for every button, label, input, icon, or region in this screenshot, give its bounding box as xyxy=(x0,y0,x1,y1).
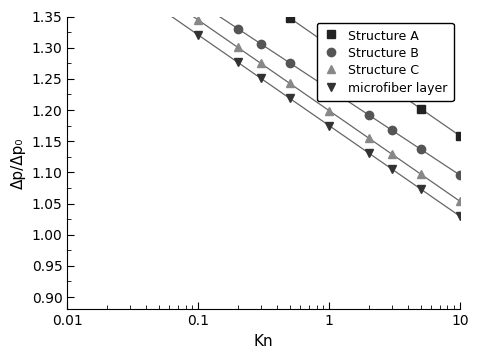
microfiber layer xyxy=(235,60,240,64)
microfiber layer xyxy=(195,33,201,37)
microfiber layer xyxy=(389,167,395,171)
microfiber layer xyxy=(287,96,293,100)
Line: microfiber layer: microfiber layer xyxy=(63,0,464,220)
Line: Structure B: Structure B xyxy=(63,0,464,179)
Structure B xyxy=(457,173,463,177)
microfiber layer xyxy=(258,76,264,80)
microfiber layer xyxy=(326,123,332,128)
Structure A xyxy=(389,86,395,91)
Structure A xyxy=(366,71,372,75)
X-axis label: Kn: Kn xyxy=(254,334,274,349)
Structure B xyxy=(258,42,264,46)
Structure C xyxy=(389,152,395,156)
microfiber layer xyxy=(366,151,372,155)
Structure B xyxy=(235,26,240,31)
microfiber layer xyxy=(457,214,463,219)
Structure A xyxy=(326,43,332,48)
Structure B xyxy=(418,147,423,151)
Structure B xyxy=(287,61,293,65)
Structure A xyxy=(287,16,293,20)
Structure B xyxy=(389,128,395,132)
Structure B xyxy=(366,113,372,117)
Structure C xyxy=(235,45,240,49)
microfiber layer xyxy=(418,187,423,191)
Structure C xyxy=(195,18,201,22)
Y-axis label: Δp/Δp₀: Δp/Δp₀ xyxy=(11,137,26,189)
Structure C xyxy=(258,61,264,66)
Structure C xyxy=(418,172,423,176)
Structure B xyxy=(195,0,201,5)
Structure B xyxy=(326,87,332,91)
Structure C xyxy=(326,109,332,113)
Structure A xyxy=(418,107,423,111)
Line: Structure A: Structure A xyxy=(63,0,464,140)
Structure C xyxy=(287,81,293,86)
Structure C xyxy=(366,136,372,140)
Line: Structure C: Structure C xyxy=(63,0,464,206)
Structure C xyxy=(457,199,463,203)
Legend: Structure A, Structure B, Structure C, microfiber layer: Structure A, Structure B, Structure C, m… xyxy=(317,23,454,101)
Structure A xyxy=(457,134,463,138)
